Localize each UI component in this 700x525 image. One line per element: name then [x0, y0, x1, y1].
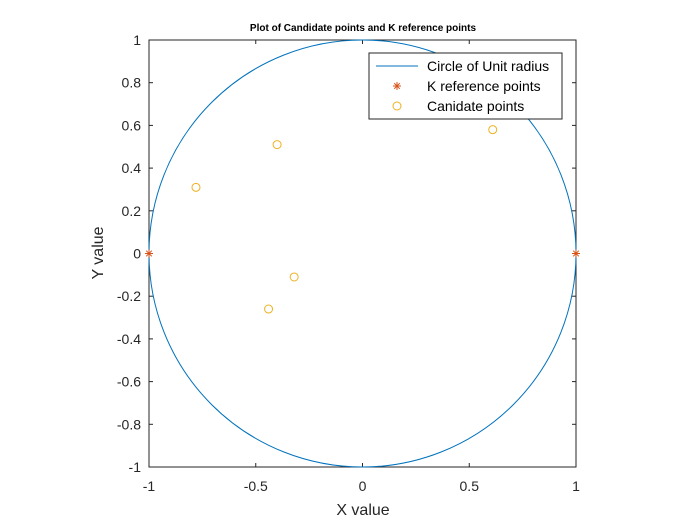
x-tick-label: -0.5: [244, 478, 268, 494]
y-tick-label: 0.4: [122, 160, 142, 176]
y-tick-label: -0.8: [117, 416, 141, 432]
legend: Circle of Unit radius K reference points C…: [368, 52, 563, 120]
asterisk-stroke: [572, 250, 580, 257]
asterisk-stroke: [393, 82, 401, 90]
x-tick-label: -1: [143, 478, 156, 494]
series-layer: [145, 39, 580, 468]
candidate-point: [488, 125, 498, 135]
legend-asterisk-sample: [393, 82, 401, 90]
candidate-point: [191, 182, 201, 192]
candidate-point: [272, 140, 282, 150]
x-tick-label: 0: [359, 478, 367, 494]
y-tick-label: 0.2: [122, 203, 142, 219]
legend-box: [368, 52, 563, 120]
y-tick-label: 1: [133, 32, 141, 48]
x-tick-label: 0.5: [460, 478, 480, 494]
y-tick-label: -0.4: [117, 331, 141, 347]
y-tick-label: -0.6: [117, 374, 141, 390]
y-axis-label: Y value: [90, 226, 107, 279]
candidate-point: [264, 304, 274, 314]
legend-circle-sample: [392, 101, 402, 111]
legend-label: Circle of Unit radius: [427, 58, 549, 74]
legend-label: Canidate points: [427, 98, 524, 114]
reference-point: [572, 249, 580, 258]
y-tick-label: -0.2: [117, 288, 141, 304]
chart-title: Plot of Candidate points and K reference…: [250, 23, 477, 34]
legend-label: K reference points: [427, 78, 541, 94]
candidate-point: [289, 272, 299, 282]
x-tick-label: 1: [572, 478, 580, 494]
y-tick-label: 0.6: [122, 117, 142, 133]
x-axis: -1 -0.5 0 0.5 1: [143, 40, 580, 494]
x-axis-label: X value: [336, 502, 389, 519]
asterisk-stroke: [145, 250, 153, 257]
y-tick-label: 0: [133, 246, 141, 262]
reference-point: [145, 249, 153, 258]
y-tick-label: -1: [129, 459, 142, 475]
y-tick-label: 0.8: [122, 75, 142, 91]
y-axis: -1 -0.8 -0.6 -0.4 -0.2 0 0.2 0.4 0.6 0.8 1: [117, 32, 576, 475]
